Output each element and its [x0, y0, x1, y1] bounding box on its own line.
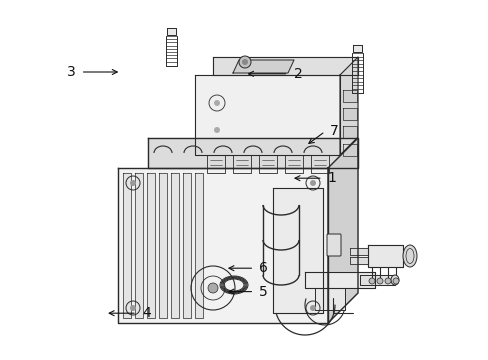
Polygon shape — [118, 168, 327, 323]
Polygon shape — [159, 173, 167, 318]
Ellipse shape — [390, 275, 398, 285]
Polygon shape — [259, 155, 276, 173]
Ellipse shape — [402, 245, 416, 267]
Polygon shape — [342, 126, 356, 138]
Polygon shape — [135, 173, 142, 318]
Circle shape — [368, 278, 374, 284]
Circle shape — [130, 180, 136, 186]
Polygon shape — [167, 28, 176, 35]
Circle shape — [309, 305, 315, 311]
Polygon shape — [305, 272, 374, 288]
Circle shape — [214, 127, 220, 133]
Polygon shape — [195, 75, 339, 155]
Circle shape — [130, 305, 136, 311]
Circle shape — [239, 56, 250, 68]
Circle shape — [207, 283, 218, 293]
Polygon shape — [232, 155, 250, 173]
Polygon shape — [342, 108, 356, 120]
Polygon shape — [171, 173, 179, 318]
Polygon shape — [213, 57, 357, 75]
Polygon shape — [359, 275, 394, 285]
Circle shape — [214, 100, 220, 106]
Polygon shape — [367, 245, 402, 267]
Polygon shape — [349, 257, 367, 264]
Polygon shape — [310, 155, 328, 173]
Polygon shape — [285, 155, 303, 173]
Text: 3: 3 — [67, 65, 76, 79]
Polygon shape — [342, 144, 356, 156]
Circle shape — [392, 278, 398, 284]
Circle shape — [309, 180, 315, 186]
Polygon shape — [232, 60, 293, 73]
FancyBboxPatch shape — [326, 234, 340, 256]
Polygon shape — [327, 138, 357, 323]
Text: 7: 7 — [329, 125, 338, 138]
Polygon shape — [342, 90, 356, 102]
Text: 4: 4 — [142, 306, 150, 320]
Text: 2: 2 — [293, 67, 302, 81]
Polygon shape — [148, 138, 357, 168]
Text: 6: 6 — [259, 261, 267, 275]
Text: 1: 1 — [327, 171, 336, 185]
Polygon shape — [314, 288, 345, 310]
Polygon shape — [195, 173, 203, 318]
Text: 5: 5 — [259, 285, 267, 298]
Polygon shape — [147, 173, 155, 318]
Polygon shape — [272, 188, 323, 313]
Polygon shape — [206, 155, 224, 173]
Polygon shape — [123, 173, 131, 318]
Circle shape — [384, 278, 390, 284]
Polygon shape — [339, 57, 357, 155]
Polygon shape — [183, 173, 191, 318]
Polygon shape — [352, 45, 361, 52]
Circle shape — [242, 59, 247, 65]
Circle shape — [376, 278, 382, 284]
Polygon shape — [349, 248, 367, 255]
